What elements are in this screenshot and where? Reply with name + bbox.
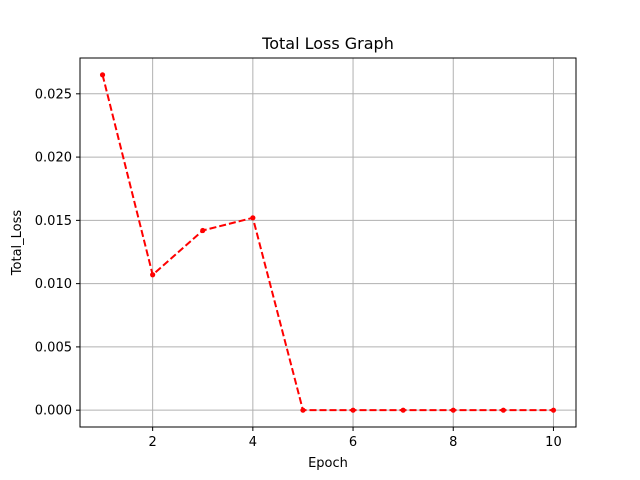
y-tick-label: 0.015 xyxy=(35,214,72,229)
x-tick-label: 6 xyxy=(349,435,357,450)
series-line xyxy=(101,74,554,412)
data-point-epoch-2 xyxy=(150,272,156,278)
data-point-epoch-7 xyxy=(400,407,406,413)
x-tick-label: 10 xyxy=(545,435,562,450)
y-tick-label: 0.025 xyxy=(35,87,72,102)
x-tick-label: 2 xyxy=(149,435,157,450)
chart-title: Total Loss Graph xyxy=(261,34,394,53)
data-point-epoch-5 xyxy=(300,407,306,413)
data-point-epoch-9 xyxy=(500,407,506,413)
data-point-epoch-10 xyxy=(550,407,557,413)
plot-frame xyxy=(79,57,577,428)
data-point-epoch-1 xyxy=(99,72,106,78)
y-tick-label: 0.020 xyxy=(35,151,72,166)
y-axis-label: Total_Loss xyxy=(10,210,25,277)
data-point-epoch-8 xyxy=(450,407,456,413)
data-point-epoch-3 xyxy=(200,227,206,234)
data-point-epoch-4 xyxy=(250,215,256,221)
y-tick-label: 0.000 xyxy=(35,404,72,419)
x-tick-label: 8 xyxy=(449,435,457,450)
x-tick-label: 4 xyxy=(249,435,257,450)
plot-area xyxy=(99,72,557,413)
y-tick-label: 0.005 xyxy=(35,340,72,355)
y-axis-ticks: 0.000 0.005 0.010 0.015 0.020 0.025 xyxy=(35,87,80,419)
x-axis-label: Epoch xyxy=(308,456,348,471)
data-point-epoch-6 xyxy=(350,407,356,413)
x-axis-ticks: 2 4 6 8 10 xyxy=(149,427,562,450)
y-tick-label: 0.010 xyxy=(35,277,72,292)
grid xyxy=(80,58,576,427)
